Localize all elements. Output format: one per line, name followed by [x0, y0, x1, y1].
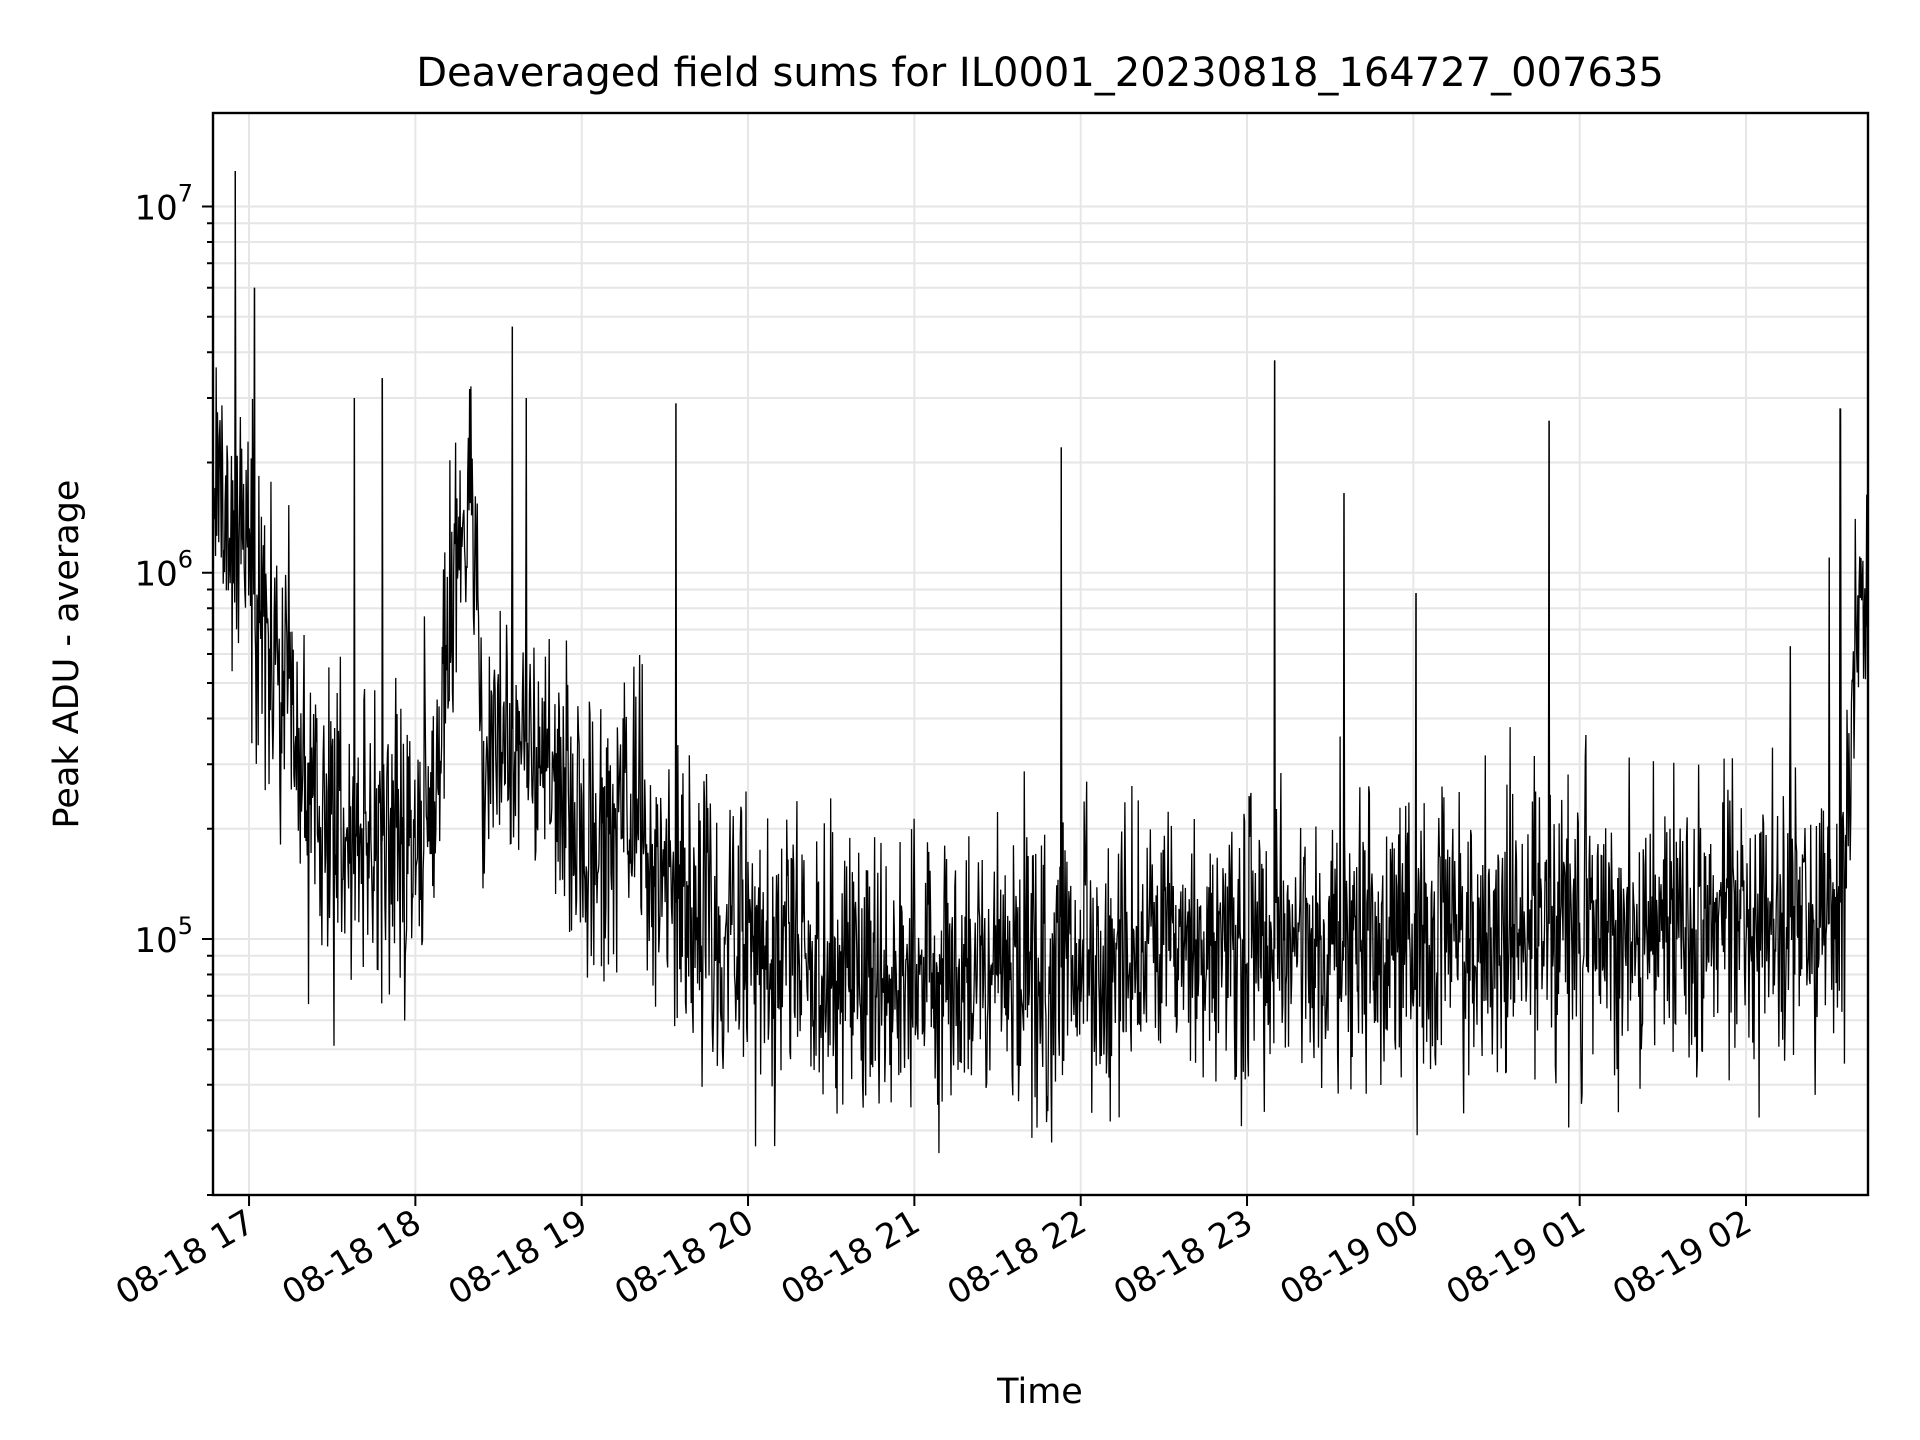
series-line [212, 170, 1869, 1154]
x-tick-label: 08-19 00 [1273, 1202, 1425, 1313]
y-tick-label: 106 [134, 546, 193, 595]
y-axis-ticks: 105 106 107 [134, 179, 213, 1196]
y-tick-label: 107 [134, 179, 193, 228]
x-tick-label: 08-19 02 [1606, 1202, 1758, 1313]
y-axis-label: Peak ADU - average [47, 480, 87, 829]
x-tick-label: 08-18 19 [442, 1202, 594, 1313]
x-axis-label: Time [996, 1372, 1083, 1412]
y-tick-label: 105 [134, 912, 193, 961]
x-tick-label: 08-19 01 [1440, 1202, 1592, 1313]
x-tick-label: 08-18 20 [608, 1202, 760, 1313]
chart-title: Deaveraged field sums for IL0001_2023081… [416, 50, 1664, 96]
x-tick-label: 08-18 21 [774, 1202, 926, 1313]
x-axis-ticks: 08-18 17 08-18 18 08-18 19 08-18 20 08-18 21… [109, 1195, 1759, 1313]
x-tick-label: 08-18 17 [109, 1202, 261, 1313]
x-tick-label: 08-18 18 [275, 1202, 427, 1313]
series-layer [212, 170, 1869, 1154]
x-tick-label: 08-18 23 [1107, 1202, 1259, 1313]
x-tick-label: 08-18 22 [941, 1202, 1093, 1313]
